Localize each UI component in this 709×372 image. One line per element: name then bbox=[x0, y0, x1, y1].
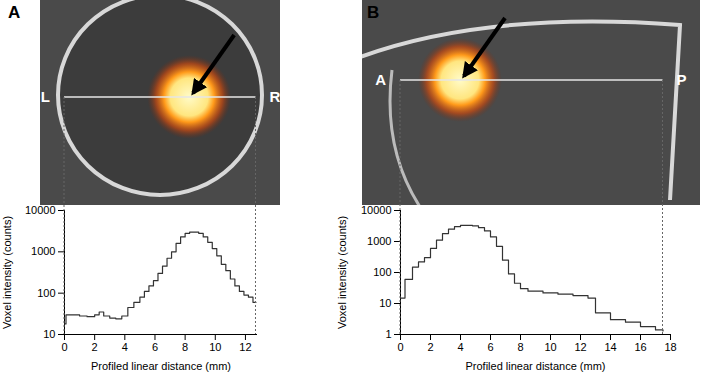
svg-text:8: 8 bbox=[517, 341, 523, 353]
svg-text:6: 6 bbox=[152, 341, 158, 353]
svg-text:100: 100 bbox=[373, 266, 391, 278]
svg-text:Voxel intensity (counts): Voxel intensity (counts) bbox=[1, 216, 13, 329]
svg-text:P: P bbox=[677, 71, 687, 88]
svg-text:Voxel intensity (counts): Voxel intensity (counts) bbox=[336, 216, 348, 329]
svg-text:B: B bbox=[367, 3, 379, 22]
svg-text:0: 0 bbox=[397, 341, 403, 353]
svg-text:10000: 10000 bbox=[361, 204, 392, 216]
svg-text:Profiled linear distance (mm): Profiled linear distance (mm) bbox=[466, 360, 606, 372]
svg-text:4: 4 bbox=[457, 341, 463, 353]
svg-text:100: 100 bbox=[37, 287, 55, 299]
svg-text:12: 12 bbox=[239, 341, 251, 353]
svg-text:10: 10 bbox=[43, 328, 55, 340]
svg-text:R: R bbox=[269, 88, 280, 105]
svg-text:10000: 10000 bbox=[25, 204, 56, 216]
svg-text:1: 1 bbox=[385, 328, 391, 340]
svg-text:1000: 1000 bbox=[367, 235, 391, 247]
svg-text:12: 12 bbox=[574, 341, 586, 353]
svg-text:10: 10 bbox=[209, 341, 221, 353]
svg-text:Profiled linear distance (mm): Profiled linear distance (mm) bbox=[91, 360, 231, 372]
svg-text:4: 4 bbox=[122, 341, 128, 353]
svg-text:A: A bbox=[8, 3, 20, 22]
svg-text:L: L bbox=[41, 88, 50, 105]
svg-text:14: 14 bbox=[604, 341, 616, 353]
svg-text:18: 18 bbox=[664, 341, 676, 353]
svg-text:2: 2 bbox=[427, 341, 433, 353]
svg-text:0: 0 bbox=[61, 341, 67, 353]
svg-text:10: 10 bbox=[379, 297, 391, 309]
svg-text:8: 8 bbox=[182, 341, 188, 353]
svg-text:A: A bbox=[375, 71, 386, 88]
svg-text:1000: 1000 bbox=[31, 245, 55, 257]
svg-text:6: 6 bbox=[487, 341, 493, 353]
svg-text:16: 16 bbox=[634, 341, 646, 353]
svg-text:2: 2 bbox=[92, 341, 98, 353]
svg-text:10: 10 bbox=[544, 341, 556, 353]
